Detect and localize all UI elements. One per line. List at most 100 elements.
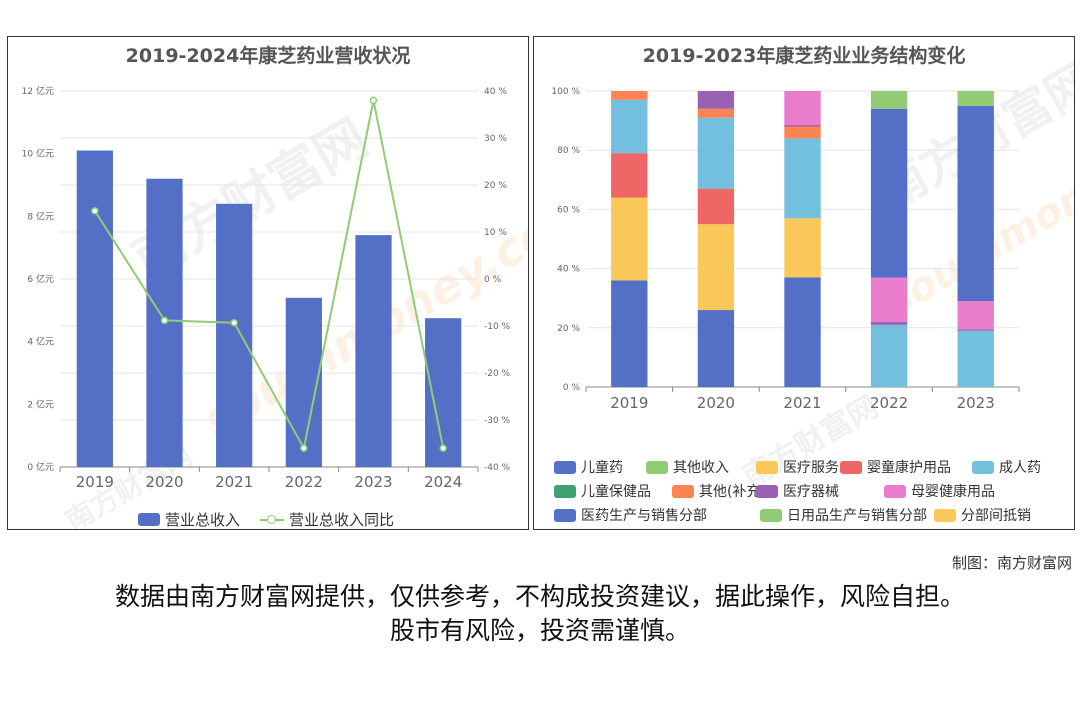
segment-bar	[870, 108, 908, 278]
disclaimer-line-1: 数据由南方财富网提供，仅供参考，不构成投资建议，据此操作，风险自担。	[114, 582, 965, 611]
y-tick-label: 40 %	[557, 265, 580, 275]
y-left-tick-label: 2 亿元	[27, 398, 54, 410]
legend-item[interactable]: 儿童保健品	[554, 481, 651, 501]
y-tick-label: 80 %	[557, 146, 580, 156]
segment-bar	[784, 126, 821, 139]
x-tick-label: 2022	[285, 473, 323, 491]
segment-bar	[957, 105, 994, 302]
legend-swatch	[260, 513, 284, 527]
segment-bar	[697, 224, 735, 311]
legend-label: 婴童康护用品	[867, 460, 951, 476]
y-left-tick-label: 8 亿元	[27, 210, 54, 222]
segment-bar	[870, 324, 908, 387]
legend-label: 营业总收入同比	[289, 511, 395, 529]
legend-item[interactable]: 其他收入	[646, 457, 729, 477]
revenue-chart-title: 2019-2024年康芝药业营收状况	[125, 45, 411, 67]
legend-swatch	[884, 484, 906, 498]
segment-bar	[697, 108, 735, 118]
revenue-bar	[355, 235, 392, 467]
revenue-chart: -40 % -30 % -20 % -10 % 0 % 10 % 20 % 30 % 40 % 0…	[22, 85, 511, 491]
y-left-tick-label: 4 亿元	[27, 336, 54, 348]
legend-item[interactable]: 医药生产与销售分部	[554, 505, 707, 525]
legend-label: 母婴健康用品	[911, 484, 995, 500]
yoy-point	[160, 316, 169, 325]
revenue-bar	[285, 297, 322, 467]
segment-bar	[611, 91, 648, 100]
chart-credit: 制图：南方财富网	[951, 554, 1072, 572]
revenue-bar	[216, 203, 253, 468]
y-right-tick-label: -20 %	[484, 369, 511, 379]
segment-bar	[697, 117, 735, 189]
x-tick-label: 2021	[783, 394, 821, 412]
yoy-point	[230, 318, 238, 327]
yoy-point	[369, 96, 378, 105]
segment-bar	[611, 99, 648, 154]
legend-swatch	[646, 460, 668, 474]
legend-item[interactable]: 营业总收入	[138, 509, 241, 529]
y-tick-label: 20 %	[557, 324, 580, 334]
legend-item[interactable]: 日用品生产与销售分部	[760, 505, 927, 525]
y-right-tick-label: 10 %	[484, 228, 507, 238]
legend-item[interactable]: 医疗器械	[756, 481, 839, 501]
segment-bar	[611, 197, 648, 281]
y-tick-label: 60 %	[557, 205, 580, 215]
structure-chart-panel: 南方财富网 southmoney.com 南方财富网 2019-2023年康芝药…	[533, 36, 1075, 530]
legend-item[interactable]: 分部间抵销	[934, 505, 1031, 525]
legend-item[interactable]: 营业总收入同比	[260, 509, 395, 529]
segment-bar	[784, 138, 821, 219]
y-right-tick-label: 30 %	[484, 134, 507, 144]
legend-swatch	[972, 460, 994, 474]
legend-swatch	[760, 508, 782, 522]
segment-bar	[784, 218, 821, 278]
x-tick-label: 2020	[145, 473, 183, 491]
segment-bar	[870, 91, 908, 109]
legend-label: 日用品生产与销售分部	[787, 508, 927, 524]
legend-label: 医疗器械	[783, 484, 839, 500]
structure-chart-legend: 儿童药 其他收入 医疗服务 婴童康护用品 成人药儿童保健品 其他(补充) 医疗器械 母婴健康用…	[534, 453, 1074, 529]
x-tick-label: 2023	[957, 394, 995, 412]
segment-bar	[957, 329, 994, 331]
revenue-bar	[76, 150, 113, 467]
segment-bar	[611, 153, 648, 198]
legend-swatch	[840, 460, 862, 474]
x-tick-label: 2021	[215, 473, 253, 491]
legend-label: 儿童保健品	[581, 484, 651, 500]
legend-swatch	[756, 484, 778, 498]
legend-item[interactable]: 婴童康护用品	[840, 457, 951, 477]
legend-label: 分部间抵销	[961, 508, 1031, 524]
legend-swatch	[934, 508, 956, 522]
segment-bar	[784, 91, 821, 126]
legend-item[interactable]: 儿童药	[554, 457, 623, 477]
legend-swatch	[672, 484, 694, 498]
y-right-tick-label: -10 %	[484, 322, 511, 332]
legend-swatch	[756, 460, 778, 474]
legend-label: 成人药	[999, 460, 1041, 476]
legend-swatch	[554, 508, 576, 522]
x-tick-label: 2020	[697, 394, 735, 412]
y-left-tick-label: 0 亿元	[27, 461, 54, 473]
legend-item[interactable]: 医疗服务	[756, 457, 839, 477]
segment-bar	[870, 277, 908, 322]
legend-label: 营业总收入	[165, 511, 241, 529]
revenue-chart-legend: 营业总收入 营业总收入同比	[8, 507, 528, 529]
y-left-tick-label: 6 亿元	[27, 273, 54, 285]
y-left-tick-label: 10 亿元	[22, 148, 54, 160]
segment-bar	[784, 277, 821, 387]
y-right-tick-label: -30 %	[484, 416, 511, 426]
disclaimer-line-2: 股市有风险，投资需谨慎。	[389, 616, 690, 645]
legend-label: 医疗服务	[783, 460, 839, 476]
legend-item[interactable]: 母婴健康用品	[884, 481, 995, 501]
segment-bar	[697, 188, 735, 225]
structure-chart-title: 2019-2023年康芝药业业务结构变化	[642, 45, 966, 67]
yoy-point	[300, 444, 308, 452]
revenue-chart-panel: 南方财富网 southmoney.com 南方财富网 2019-2024年康芝药…	[7, 36, 529, 530]
y-right-tick-label: 0 %	[484, 275, 502, 285]
segment-bar	[611, 280, 648, 387]
y-tick-label: 0 %	[563, 383, 581, 393]
legend-item[interactable]: 成人药	[972, 457, 1041, 477]
y-tick-label: 100 %	[551, 87, 580, 97]
yoy-point	[91, 207, 99, 215]
legend-item[interactable]: 其他(补充)	[672, 481, 766, 501]
segment-bar	[957, 330, 994, 387]
y-right-tick-label: 40 %	[484, 87, 507, 97]
